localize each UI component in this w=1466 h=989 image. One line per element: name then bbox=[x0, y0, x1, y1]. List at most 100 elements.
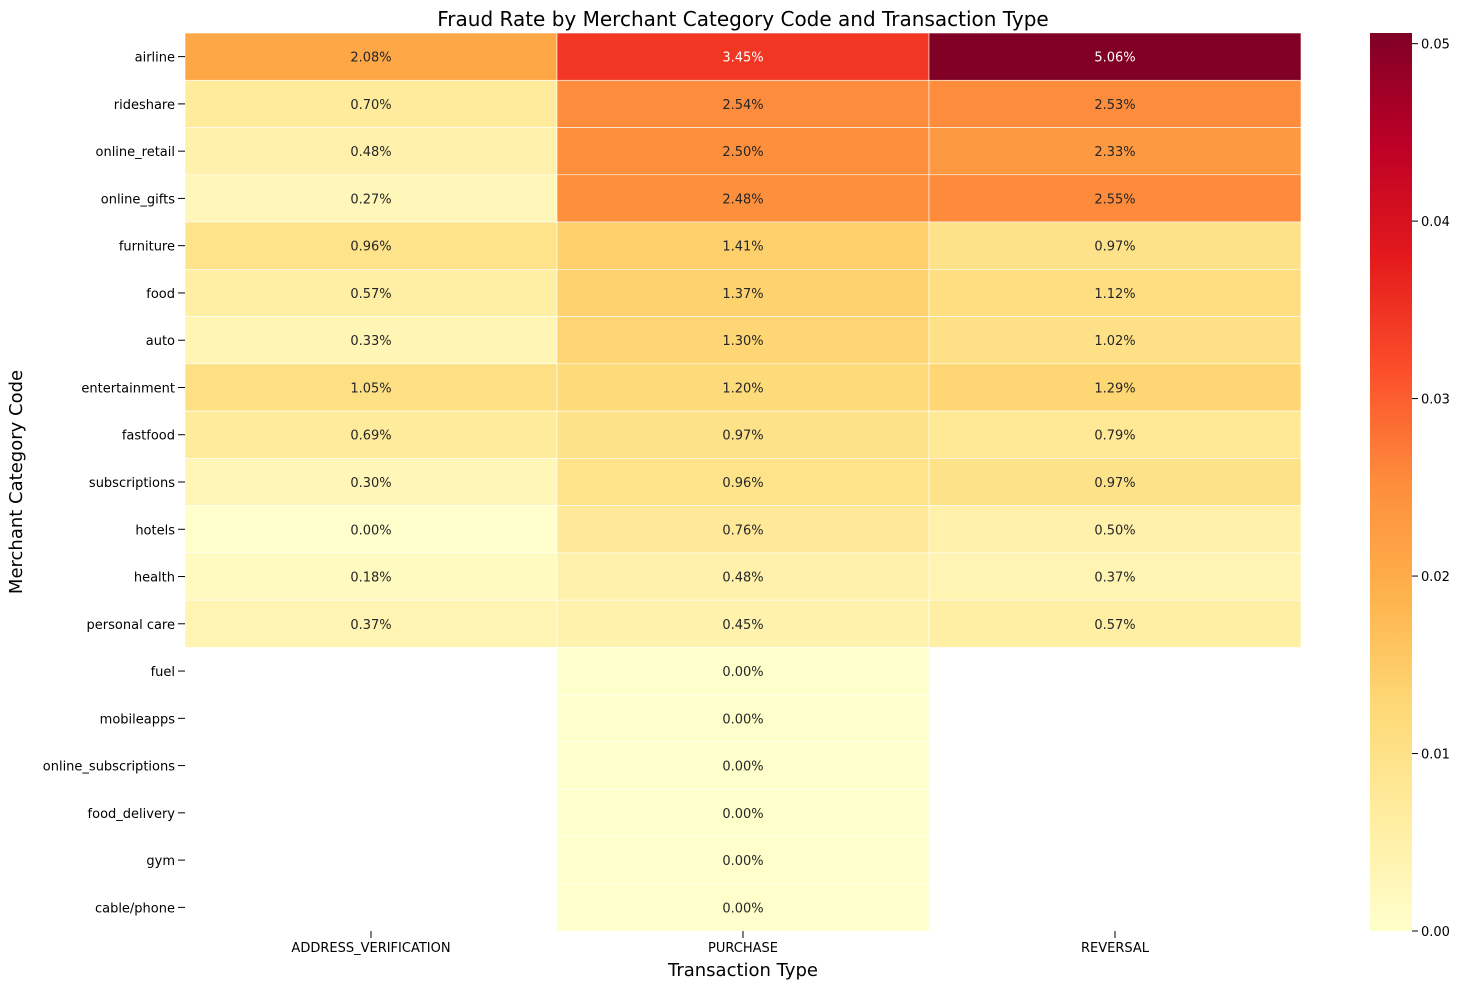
colorbar-tick-label: 0.02 bbox=[1421, 570, 1450, 585]
colorbar: 0.00 0.01 0.02 0.03 0.04 0.05 bbox=[1370, 33, 1450, 940]
heatmap-cell-labels: 2.08% 3.45% 5.06% 0.70% 2.54% 2.53% 0.48% 2.50%… bbox=[350, 51, 1135, 917]
heatmap-cell bbox=[928, 599, 1302, 648]
cell-value-label: 0.97% bbox=[1094, 476, 1135, 491]
x-axis-ticks: ADDRESS_VERIFICATION PURCHASE REVERSAL bbox=[291, 931, 1150, 956]
heatmap-cell bbox=[928, 32, 1302, 81]
cell-value-label: 0.37% bbox=[1094, 571, 1135, 586]
heatmap-cell bbox=[556, 552, 930, 601]
cell-value-label: 0.97% bbox=[722, 429, 763, 444]
heatmap-cell bbox=[184, 599, 558, 648]
y-tick-label: auto bbox=[146, 334, 175, 349]
cell-value-label: 0.70% bbox=[350, 98, 391, 113]
heatmap-cell bbox=[556, 32, 930, 81]
cell-value-label: 2.33% bbox=[1094, 145, 1135, 160]
cell-value-label: 0.50% bbox=[1094, 523, 1135, 538]
cell-value-label: 2.48% bbox=[722, 192, 763, 207]
cell-value-label: 0.48% bbox=[350, 145, 391, 160]
cell-value-label: 0.00% bbox=[350, 523, 391, 538]
cell-value-label: 0.00% bbox=[722, 807, 763, 822]
cell-value-label: 0.00% bbox=[722, 712, 763, 727]
cell-value-label: 2.50% bbox=[722, 145, 763, 160]
cell-value-label: 0.76% bbox=[722, 523, 763, 538]
heatmap-cell bbox=[556, 741, 930, 790]
heatmap-cell bbox=[184, 316, 558, 365]
heatmap-cell bbox=[556, 647, 930, 695]
cell-value-label: 0.00% bbox=[722, 901, 763, 916]
heatmap-cell bbox=[928, 458, 1302, 506]
colorbar-tick-label: 0.00 bbox=[1421, 925, 1450, 940]
heatmap-cell bbox=[556, 458, 930, 506]
heatmap-cell bbox=[928, 79, 1302, 128]
y-tick-label: food_delivery bbox=[88, 807, 176, 822]
y-tick-label: health bbox=[134, 571, 175, 586]
chart-title: Fraud Rate by Merchant Category Code and… bbox=[437, 7, 1048, 31]
heatmap-cell bbox=[556, 79, 930, 128]
heatmap-cell bbox=[556, 836, 930, 885]
x-tick-label: PURCHASE bbox=[708, 941, 778, 956]
y-tick-label: food bbox=[146, 287, 175, 302]
heatmap-cell bbox=[928, 410, 1302, 459]
heatmap-cell bbox=[928, 174, 1302, 223]
cell-value-label: 0.45% bbox=[722, 618, 763, 633]
heatmap-cell bbox=[184, 221, 558, 270]
heatmap-cell bbox=[928, 316, 1302, 365]
cell-value-label: 2.53% bbox=[1094, 98, 1135, 113]
heatmap-cell bbox=[928, 505, 1302, 554]
cell-value-label: 0.18% bbox=[350, 571, 391, 586]
heatmap-cell bbox=[556, 221, 930, 270]
heatmap-cell bbox=[184, 505, 558, 554]
y-tick-label: online_retail bbox=[96, 145, 176, 160]
cell-value-label: 0.79% bbox=[1094, 429, 1135, 444]
cell-value-label: 0.00% bbox=[722, 665, 763, 680]
cell-value-label: 0.33% bbox=[350, 334, 391, 349]
heatmap-cell bbox=[928, 269, 1302, 317]
cell-value-label: 1.29% bbox=[1094, 381, 1135, 396]
y-tick-label: cable/phone bbox=[95, 901, 175, 916]
heatmap-cell bbox=[556, 316, 930, 365]
heatmap-cell bbox=[556, 788, 930, 837]
colorbar-tick-label: 0.04 bbox=[1421, 215, 1450, 230]
heatmap-cell bbox=[928, 363, 1302, 412]
cell-value-label: 2.55% bbox=[1094, 192, 1135, 207]
heatmap-cell bbox=[556, 269, 930, 317]
y-tick-label: online_gifts bbox=[101, 192, 175, 207]
cell-value-label: 0.00% bbox=[722, 854, 763, 869]
cell-value-label: 0.96% bbox=[350, 240, 391, 255]
cell-value-label: 1.20% bbox=[722, 381, 763, 396]
heatmap-cell bbox=[184, 174, 558, 223]
cell-value-label: 5.06% bbox=[1094, 51, 1135, 66]
cell-value-label: 1.02% bbox=[1094, 334, 1135, 349]
heatmap-cell bbox=[928, 221, 1302, 270]
y-tick-label: airline bbox=[135, 51, 175, 66]
y-tick-label: fuel bbox=[151, 665, 175, 680]
cell-value-label: 0.48% bbox=[722, 571, 763, 586]
cell-value-label: 0.69% bbox=[350, 429, 391, 444]
y-tick-label: furniture bbox=[119, 240, 175, 255]
cell-value-label: 0.30% bbox=[350, 476, 391, 491]
heatmap-cell bbox=[184, 32, 558, 81]
cell-value-label: 1.12% bbox=[1094, 287, 1135, 302]
colorbar-gradient bbox=[1370, 33, 1412, 931]
cell-value-label: 1.05% bbox=[350, 381, 391, 396]
x-axis-label: Transaction Type bbox=[667, 960, 818, 981]
y-tick-label: entertainment bbox=[81, 381, 175, 396]
cell-value-label: 1.37% bbox=[722, 287, 763, 302]
y-tick-label: rideshare bbox=[114, 98, 175, 113]
cell-value-label: 0.37% bbox=[350, 618, 391, 633]
y-tick-label: personal care bbox=[87, 618, 175, 633]
heatmap-cell bbox=[184, 79, 558, 128]
y-tick-label: hotels bbox=[135, 523, 175, 538]
cell-value-label: 0.97% bbox=[1094, 240, 1135, 255]
cell-value-label: 0.57% bbox=[350, 287, 391, 302]
cell-value-label: 0.96% bbox=[722, 476, 763, 491]
y-tick-label: online_subscriptions bbox=[43, 760, 175, 775]
colorbar-ticks: 0.00 0.01 0.02 0.03 0.04 0.05 bbox=[1412, 38, 1450, 940]
y-axis-ticks: airline rideshare online_retail online_gift… bbox=[43, 51, 185, 916]
y-tick-label: subscriptions bbox=[89, 476, 175, 491]
cell-value-label: 1.30% bbox=[722, 334, 763, 349]
heatmap-cell bbox=[928, 552, 1302, 601]
heatmap-cell bbox=[556, 883, 930, 932]
cell-value-label: 2.54% bbox=[722, 98, 763, 113]
cell-value-label: 0.00% bbox=[722, 760, 763, 775]
